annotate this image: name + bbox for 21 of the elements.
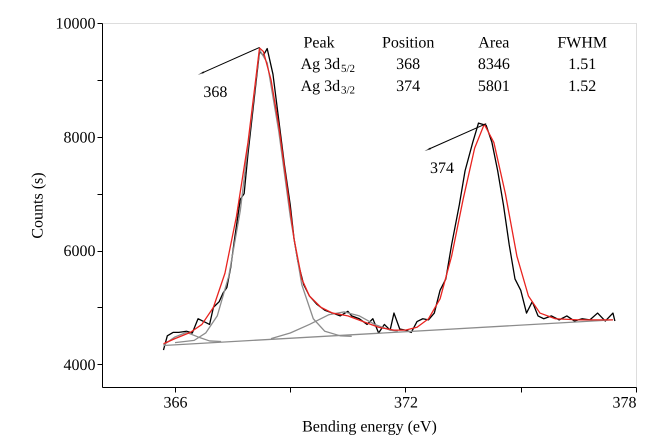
annotation: 374 — [430, 160, 454, 178]
annotation: 1.52 — [568, 78, 596, 96]
annotation: 8346 — [478, 56, 510, 74]
annotation: 374 — [396, 78, 420, 96]
annotation: 368 — [396, 56, 420, 74]
x-axis-title: Bending energy (eV) — [302, 418, 437, 436]
annotation: 1.51 — [568, 56, 596, 74]
x-tick-label: 378 — [612, 394, 636, 412]
annotation: Area — [478, 34, 510, 52]
y-axis-title: Counts (s) — [30, 172, 46, 239]
annotation: Position — [382, 34, 434, 52]
annotation: Peak — [304, 34, 335, 52]
y-tick-label: 8000 — [64, 129, 96, 146]
annotation: 368 — [203, 84, 228, 101]
annotation: FWHM — [557, 34, 608, 52]
y-tick-label: 10000 — [56, 16, 96, 32]
annotation: 5801 — [478, 78, 510, 96]
x-tick-label: 366 — [163, 394, 188, 412]
y-tick-label: 6000 — [64, 243, 96, 260]
x-tick-label: 372 — [394, 394, 418, 412]
y-tick-label: 4000 — [64, 356, 96, 374]
